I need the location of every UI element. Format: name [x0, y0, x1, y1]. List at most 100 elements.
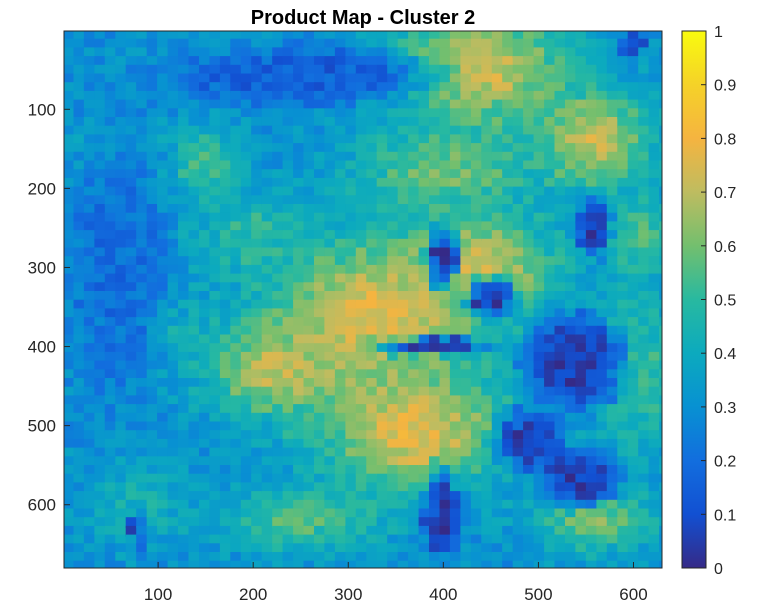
- heatmap-cell: [648, 151, 662, 163]
- heatmap-cell: [167, 108, 181, 119]
- heatmap-cell: [449, 264, 463, 276]
- heatmap-cell: [324, 334, 337, 346]
- heatmap-cell: [64, 125, 76, 137]
- heatmap-cell: [533, 212, 547, 224]
- heatmap-cell: [470, 31, 484, 41]
- heatmap-cell: [251, 221, 264, 233]
- heatmap-cell: [303, 317, 316, 328]
- heatmap-cell: [418, 560, 432, 568]
- heatmap-cell: [209, 325, 222, 337]
- heatmap-cell: [638, 543, 651, 554]
- heatmap-cell: [376, 351, 390, 363]
- heatmap-cell: [648, 378, 662, 389]
- heatmap-cell: [303, 412, 316, 424]
- heatmap-cell: [627, 317, 641, 328]
- heatmap-cell: [314, 125, 327, 137]
- heatmap-cell: [334, 317, 348, 328]
- heatmap-cell: [272, 204, 285, 215]
- heatmap-cell: [178, 151, 191, 163]
- heatmap-cell: [334, 160, 348, 172]
- heatmap-cell: [470, 64, 484, 76]
- heatmap-cell: [418, 369, 432, 380]
- heatmap-cell: [502, 534, 515, 546]
- heatmap-cell: [533, 560, 547, 568]
- heatmap-cell: [251, 256, 264, 267]
- heatmap-cell: [585, 247, 599, 259]
- heatmap-cell: [303, 525, 316, 537]
- heatmap-cell: [146, 204, 160, 215]
- heatmap-cell: [533, 291, 547, 302]
- heatmap-cell: [606, 264, 620, 276]
- heatmap-cell: [104, 82, 118, 93]
- heatmap-cell: [648, 430, 662, 441]
- heatmap-cell: [261, 212, 275, 224]
- heatmap-cell: [314, 117, 327, 128]
- heatmap-cell: [230, 560, 243, 568]
- heatmap-cell: [449, 117, 463, 128]
- heatmap-cell: [157, 151, 170, 163]
- heatmap-cell: [272, 525, 285, 537]
- heatmap-cell: [418, 117, 432, 128]
- heatmap-cell: [104, 64, 118, 76]
- heatmap-cell: [178, 73, 191, 85]
- heatmap-cell: [523, 47, 536, 59]
- heatmap-cell: [512, 195, 526, 206]
- heatmap-cell: [554, 31, 567, 41]
- heatmap-cell: [596, 447, 609, 459]
- heatmap-cell: [617, 508, 630, 520]
- heatmap-cell: [481, 351, 494, 363]
- heatmap-cell: [439, 491, 452, 502]
- heatmap-cell: [502, 125, 515, 137]
- heatmap-cell: [314, 404, 327, 415]
- heatmap-cell: [83, 308, 97, 320]
- heatmap-cell: [439, 160, 452, 172]
- heatmap-cell: [125, 160, 139, 172]
- heatmap-cell: [293, 82, 306, 93]
- heatmap-cell: [73, 351, 86, 363]
- heatmap-cell: [523, 517, 536, 528]
- heatmap-cell: [303, 308, 316, 320]
- heatmap-cell: [387, 73, 400, 85]
- heatmap-cell: [199, 343, 212, 354]
- heatmap-cell: [209, 412, 222, 424]
- heatmap-cell: [125, 99, 139, 111]
- heatmap-cell: [585, 325, 599, 337]
- heatmap-cell: [303, 160, 316, 172]
- heatmap-cell: [293, 334, 306, 346]
- heatmap-cell: [240, 117, 254, 128]
- heatmap-cell: [585, 117, 599, 128]
- heatmap-cell: [115, 299, 128, 311]
- heatmap-cell: [178, 38, 191, 50]
- heatmap-cell: [251, 473, 264, 485]
- heatmap-cell: [240, 47, 254, 59]
- heatmap-cell: [219, 169, 233, 180]
- heatmap-cell: [94, 38, 107, 50]
- heatmap-cell: [512, 221, 526, 233]
- heatmap-cell: [648, 552, 662, 563]
- heatmap-cell: [261, 247, 275, 259]
- heatmap-cell: [449, 491, 463, 502]
- heatmap-cell: [73, 308, 86, 320]
- heatmap-cell: [188, 143, 201, 154]
- heatmap-cell: [188, 543, 201, 554]
- heatmap-cell: [481, 31, 494, 41]
- heatmap-cell: [251, 552, 264, 563]
- heatmap-cell: [481, 525, 494, 537]
- heatmap-cell: [617, 204, 630, 215]
- heatmap-cell: [533, 99, 547, 111]
- heatmap-cell: [272, 82, 285, 93]
- heatmap-cell: [565, 473, 578, 485]
- heatmap-cell: [282, 38, 296, 50]
- heatmap-cell: [230, 134, 243, 146]
- heatmap-cell: [554, 465, 567, 476]
- heatmap-cell: [449, 221, 463, 233]
- heatmap-cell: [418, 247, 432, 259]
- heatmap-cell: [460, 534, 473, 546]
- heatmap-cell: [502, 64, 515, 76]
- heatmap-cell: [533, 534, 547, 546]
- heatmap-cell: [408, 177, 421, 189]
- heatmap-cell: [544, 543, 557, 554]
- heatmap-cell: [146, 430, 160, 441]
- heatmap-cell: [544, 499, 557, 511]
- heatmap-cell: [460, 282, 473, 293]
